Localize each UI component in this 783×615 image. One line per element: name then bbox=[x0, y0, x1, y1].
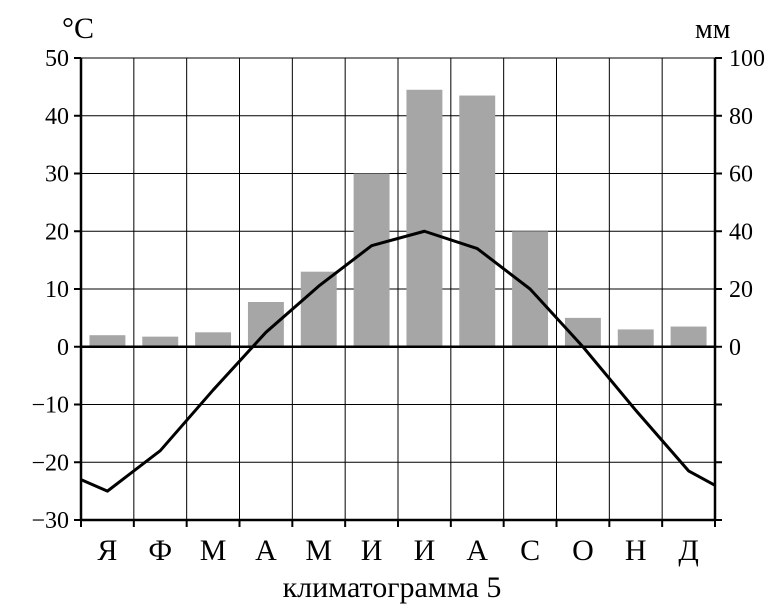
right-axis-unit: мм bbox=[695, 14, 731, 45]
grid bbox=[80, 57, 716, 521]
month-label: Я bbox=[97, 534, 117, 567]
month-label: А bbox=[255, 534, 277, 567]
left-tick-label: 10 bbox=[45, 277, 69, 303]
month-label: И bbox=[361, 534, 383, 567]
left-tick-labels: 50 40 30 20 10 0 −10 −20 −30 bbox=[31, 46, 69, 534]
left-tick-label: −10 bbox=[31, 393, 69, 419]
precipitation-bar bbox=[406, 89, 443, 347]
left-tick-label: −30 bbox=[31, 508, 69, 534]
precipitation-bar bbox=[617, 329, 654, 347]
precipitation-bar bbox=[353, 173, 390, 347]
right-tick-label: 40 bbox=[729, 219, 753, 245]
month-label: М bbox=[305, 534, 332, 567]
left-tick-label: 0 bbox=[57, 335, 69, 361]
left-tick-label: 30 bbox=[45, 162, 69, 188]
right-tick-labels: 100 80 60 40 20 0 bbox=[729, 46, 765, 361]
precipitation-bar bbox=[195, 332, 232, 347]
temperature-line-group bbox=[80, 229, 716, 493]
right-tick-label: 100 bbox=[729, 46, 765, 72]
temperature-line bbox=[80, 229, 716, 493]
right-tick-label: 80 bbox=[729, 104, 753, 130]
left-tick-label: 40 bbox=[45, 104, 69, 130]
left-axis-unit: °C bbox=[62, 12, 94, 45]
axes bbox=[74, 57, 722, 527]
right-tick-label: 0 bbox=[729, 335, 741, 361]
right-tick-label: 60 bbox=[729, 162, 753, 188]
precipitation-bar bbox=[142, 336, 179, 347]
month-label: А bbox=[466, 534, 488, 567]
month-label: Н bbox=[625, 534, 647, 567]
left-tick-label: 50 bbox=[45, 46, 69, 72]
month-label: М bbox=[200, 534, 227, 567]
left-tick-label: −20 bbox=[31, 450, 69, 476]
month-label: О bbox=[572, 534, 594, 567]
precipitation-bar bbox=[670, 326, 707, 347]
month-label: Ф bbox=[148, 534, 172, 567]
precipitation-bar bbox=[300, 271, 337, 347]
precipitation-bar bbox=[459, 95, 496, 347]
left-tick-label: 20 bbox=[45, 219, 69, 245]
right-tick-label: 20 bbox=[729, 277, 753, 303]
precipitation-bar bbox=[89, 335, 126, 347]
precipitation-bar bbox=[247, 301, 284, 347]
month-label: Д bbox=[678, 534, 698, 567]
month-label: И bbox=[414, 534, 436, 567]
month-label: С bbox=[520, 534, 540, 567]
chart-title: климатограмма 5 bbox=[283, 571, 502, 604]
